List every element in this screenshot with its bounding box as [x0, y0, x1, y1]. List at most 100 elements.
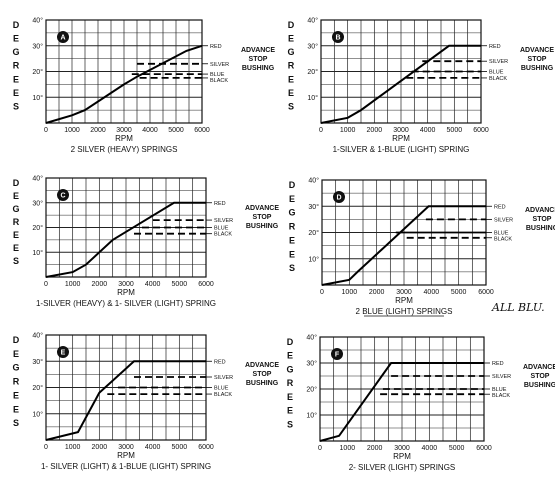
series-label-red: RED — [210, 44, 222, 50]
chart-caption: 2 SILVER (HEAVY) SPRINGS — [71, 145, 178, 154]
y-tick-label: 10° — [32, 249, 43, 257]
x-tick-label: 6000 — [198, 281, 214, 288]
y-tick-label: 40° — [308, 177, 319, 185]
x-tick-label: 5000 — [172, 444, 188, 451]
y-tick-label: 10° — [307, 94, 318, 102]
x-tick-label: 4000 — [142, 127, 158, 134]
advance-stop-bushing-label: ADVANCE — [245, 362, 279, 369]
y-axis-title-letter: E — [13, 404, 19, 414]
series-label-black: BLACK — [214, 232, 232, 238]
handwritten-annotation: ALL BLU. — [491, 301, 545, 314]
chart-badge — [331, 348, 343, 360]
series-label-black: BLACK — [210, 78, 228, 84]
y-axis-title-letter: G — [288, 208, 295, 218]
y-tick-label: 30° — [308, 203, 319, 211]
y-axis-title-letter: S — [288, 101, 294, 111]
chart-d: 0 1000 2000 3000 4000 5000 600010°20°30°40°DEG… — [288, 177, 555, 317]
series-label-red: RED — [214, 201, 226, 207]
y-axis-title-letter: D — [289, 180, 296, 190]
x-tick-label: 2000 — [92, 281, 108, 288]
series-label-silver: SILVER — [214, 375, 233, 381]
y-axis-title-letter: R — [289, 222, 296, 232]
y-axis-title-letter: S — [13, 101, 19, 111]
y-tick-label: 20° — [32, 384, 43, 392]
x-tick-label: 2000 — [92, 444, 108, 451]
x-tick-label: 0 — [44, 281, 48, 288]
y-tick-label: 30° — [32, 199, 43, 207]
x-tick-label: 4000 — [420, 127, 436, 134]
series-label-silver: SILVER — [494, 217, 513, 223]
y-axis-title-letter: G — [12, 204, 19, 214]
y-axis-title-letter: R — [288, 61, 295, 71]
x-tick-label: 3000 — [118, 281, 134, 288]
advance-stop-bushing-label: STOP — [533, 216, 552, 223]
y-axis-title-letter: E — [13, 243, 19, 253]
y-axis-title-letter: E — [289, 235, 295, 245]
y-axis-title-letter: E — [289, 249, 295, 259]
y-tick-label: 40° — [32, 175, 43, 183]
y-axis-title-letter: E — [13, 230, 19, 240]
x-tick-label: 1000 — [342, 289, 358, 296]
series-label-blue: BLUE — [214, 226, 229, 232]
y-axis-title-letter: E — [13, 88, 19, 98]
x-tick-label: 1000 — [340, 445, 356, 452]
series-label-silver: SILVER — [214, 218, 233, 224]
series-label-silver: SILVER — [492, 374, 511, 380]
x-tick-label: 1000 — [65, 444, 81, 451]
chart-caption: 2 BLUE (LIGHT) SPRINGS — [356, 307, 453, 316]
y-axis-title-letter: E — [288, 88, 294, 98]
x-tick-label: 5000 — [168, 127, 184, 134]
x-tick-label: 4000 — [145, 444, 161, 451]
advance-stop-bushing-label: STOP — [249, 56, 268, 63]
advance-stop-bushing-label: STOP — [253, 371, 272, 378]
y-tick-label: 30° — [306, 360, 317, 368]
y-tick-label: 10° — [308, 255, 319, 263]
y-axis-title-letter: E — [13, 191, 19, 201]
series-label-blue: BLUE — [494, 231, 509, 237]
y-axis-title-letter: E — [13, 74, 19, 84]
y-axis-title-letter: E — [289, 194, 295, 204]
chart-f: 0 1000 2000 3000 4000 5000 600010°20°30°40°DEG… — [286, 334, 555, 473]
y-axis-title-letter: R — [13, 61, 20, 71]
chart-caption: 2- SILVER (LIGHT) SPRINGS — [349, 463, 456, 472]
y-axis-title-letter: D — [288, 20, 295, 30]
chart-badge-letter: C — [60, 193, 65, 200]
y-axis-title-letter: E — [287, 392, 293, 402]
advance-stop-bushing-label: STOP — [531, 373, 550, 380]
y-tick-label: 20° — [32, 68, 43, 76]
plot-frame — [45, 19, 203, 124]
y-axis-title-letter: D — [13, 178, 20, 188]
chart-b: 0 1000 2000 3000 4000 5000 600010°20°30°40°DEG… — [287, 17, 554, 155]
y-tick-label: 10° — [32, 94, 43, 102]
advance-stop-bushing-label: STOP — [253, 214, 272, 221]
x-tick-label: 1000 — [65, 281, 81, 288]
y-axis-title-letter: G — [12, 47, 19, 57]
x-tick-label: 2000 — [367, 445, 383, 452]
series-line-red — [45, 360, 206, 441]
series-label-red: RED — [214, 359, 226, 365]
y-tick-label: 20° — [308, 229, 319, 237]
advance-stop-bushing-label: ADVANCE — [241, 47, 275, 54]
chart-caption: 1-SILVER (HEAVY) & 1- SILVER (LIGHT) SPR… — [36, 299, 216, 308]
y-tick-label: 30° — [307, 42, 318, 50]
x-tick-label: 0 — [320, 289, 324, 296]
series-label-blue: BLUE — [214, 386, 229, 392]
y-axis-title-letter: E — [287, 351, 293, 361]
x-tick-label: 2000 — [90, 127, 106, 134]
series-label-black: BLACK — [492, 393, 510, 399]
advance-stop-bushing-label: BUSHING — [521, 65, 554, 72]
x-tick-label: 6000 — [194, 127, 210, 134]
chart-badge-letter: D — [336, 195, 341, 202]
x-tick-label: 1000 — [64, 127, 80, 134]
y-tick-label: 40° — [307, 17, 318, 25]
y-tick-label: 20° — [307, 68, 318, 76]
x-tick-label: 6000 — [473, 127, 489, 134]
series-label-blue: BLUE — [489, 70, 504, 76]
y-tick-label: 20° — [306, 386, 317, 394]
chart-caption: 1- SILVER (LIGHT) & 1-BLUE (LIGHT) SPRIN… — [41, 462, 211, 471]
y-axis-title-letter: E — [13, 349, 19, 359]
y-axis-title-letter: R — [13, 377, 20, 387]
y-axis-title-letter: E — [288, 34, 294, 44]
advance-stop-bushing-label: BUSHING — [526, 225, 555, 232]
